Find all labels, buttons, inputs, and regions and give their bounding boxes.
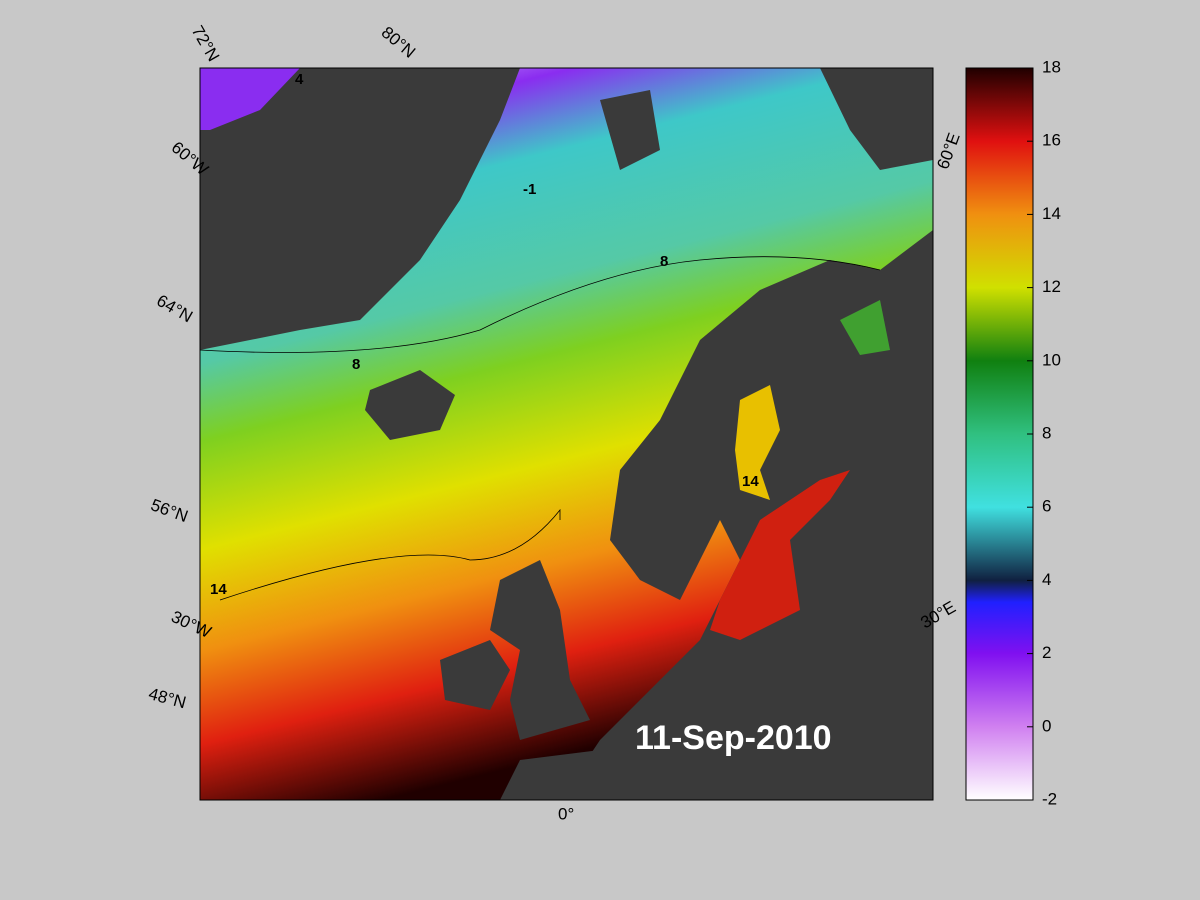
contour-label: 14: [210, 581, 227, 598]
colorbar-tick-label: 6: [1042, 497, 1051, 516]
lat-label: 80°N: [378, 23, 419, 62]
colorbar-tick-label: 0: [1042, 716, 1051, 735]
lat-label: 64°N: [153, 291, 195, 326]
baltic-sea: [710, 470, 850, 640]
contour-label: 8: [660, 253, 668, 270]
lat-label: 56°N: [148, 495, 190, 526]
contour-label: 8: [352, 356, 360, 373]
colorbar-tick-label: 14: [1042, 204, 1061, 223]
great-britain: [490, 560, 590, 740]
colorbar-tick-label: -2: [1042, 789, 1057, 808]
contour: [219, 508, 561, 601]
map-frame: [199, 67, 934, 801]
lat-label: 72°N: [188, 22, 223, 64]
lon-label: 60°E: [933, 130, 964, 171]
colorbar-tick-label: 8: [1042, 423, 1051, 442]
lon-label: 0°: [558, 804, 574, 823]
gulf-of-bothnia: [735, 385, 780, 500]
colorbar-tick-label: 18: [1042, 57, 1061, 76]
map: [200, 68, 933, 800]
novaya-zemlya: [820, 68, 933, 170]
contour: [200, 256, 881, 353]
contour-label: 4: [295, 71, 304, 88]
lat-label: 48°N: [147, 684, 189, 712]
date-label: 11-Sep-2010: [635, 719, 832, 757]
colorbar-tick-label: 16: [1042, 131, 1061, 150]
colorbar-tick-label: 12: [1042, 277, 1061, 296]
colorbar-tick-label: 4: [1042, 570, 1051, 589]
svalbard: [600, 90, 660, 170]
ireland: [440, 640, 510, 710]
colorbar: [965, 67, 1034, 801]
white-sea: [840, 300, 890, 355]
contour-label: 14: [742, 473, 759, 490]
continent: [500, 690, 933, 800]
colorbar-tick-label: 2: [1042, 643, 1051, 662]
greenland: [200, 68, 520, 350]
baffin-sea: [200, 68, 300, 130]
colorbar-tick-label: 10: [1042, 350, 1061, 369]
contour-label: -1: [523, 181, 536, 198]
iceland: [365, 370, 455, 440]
